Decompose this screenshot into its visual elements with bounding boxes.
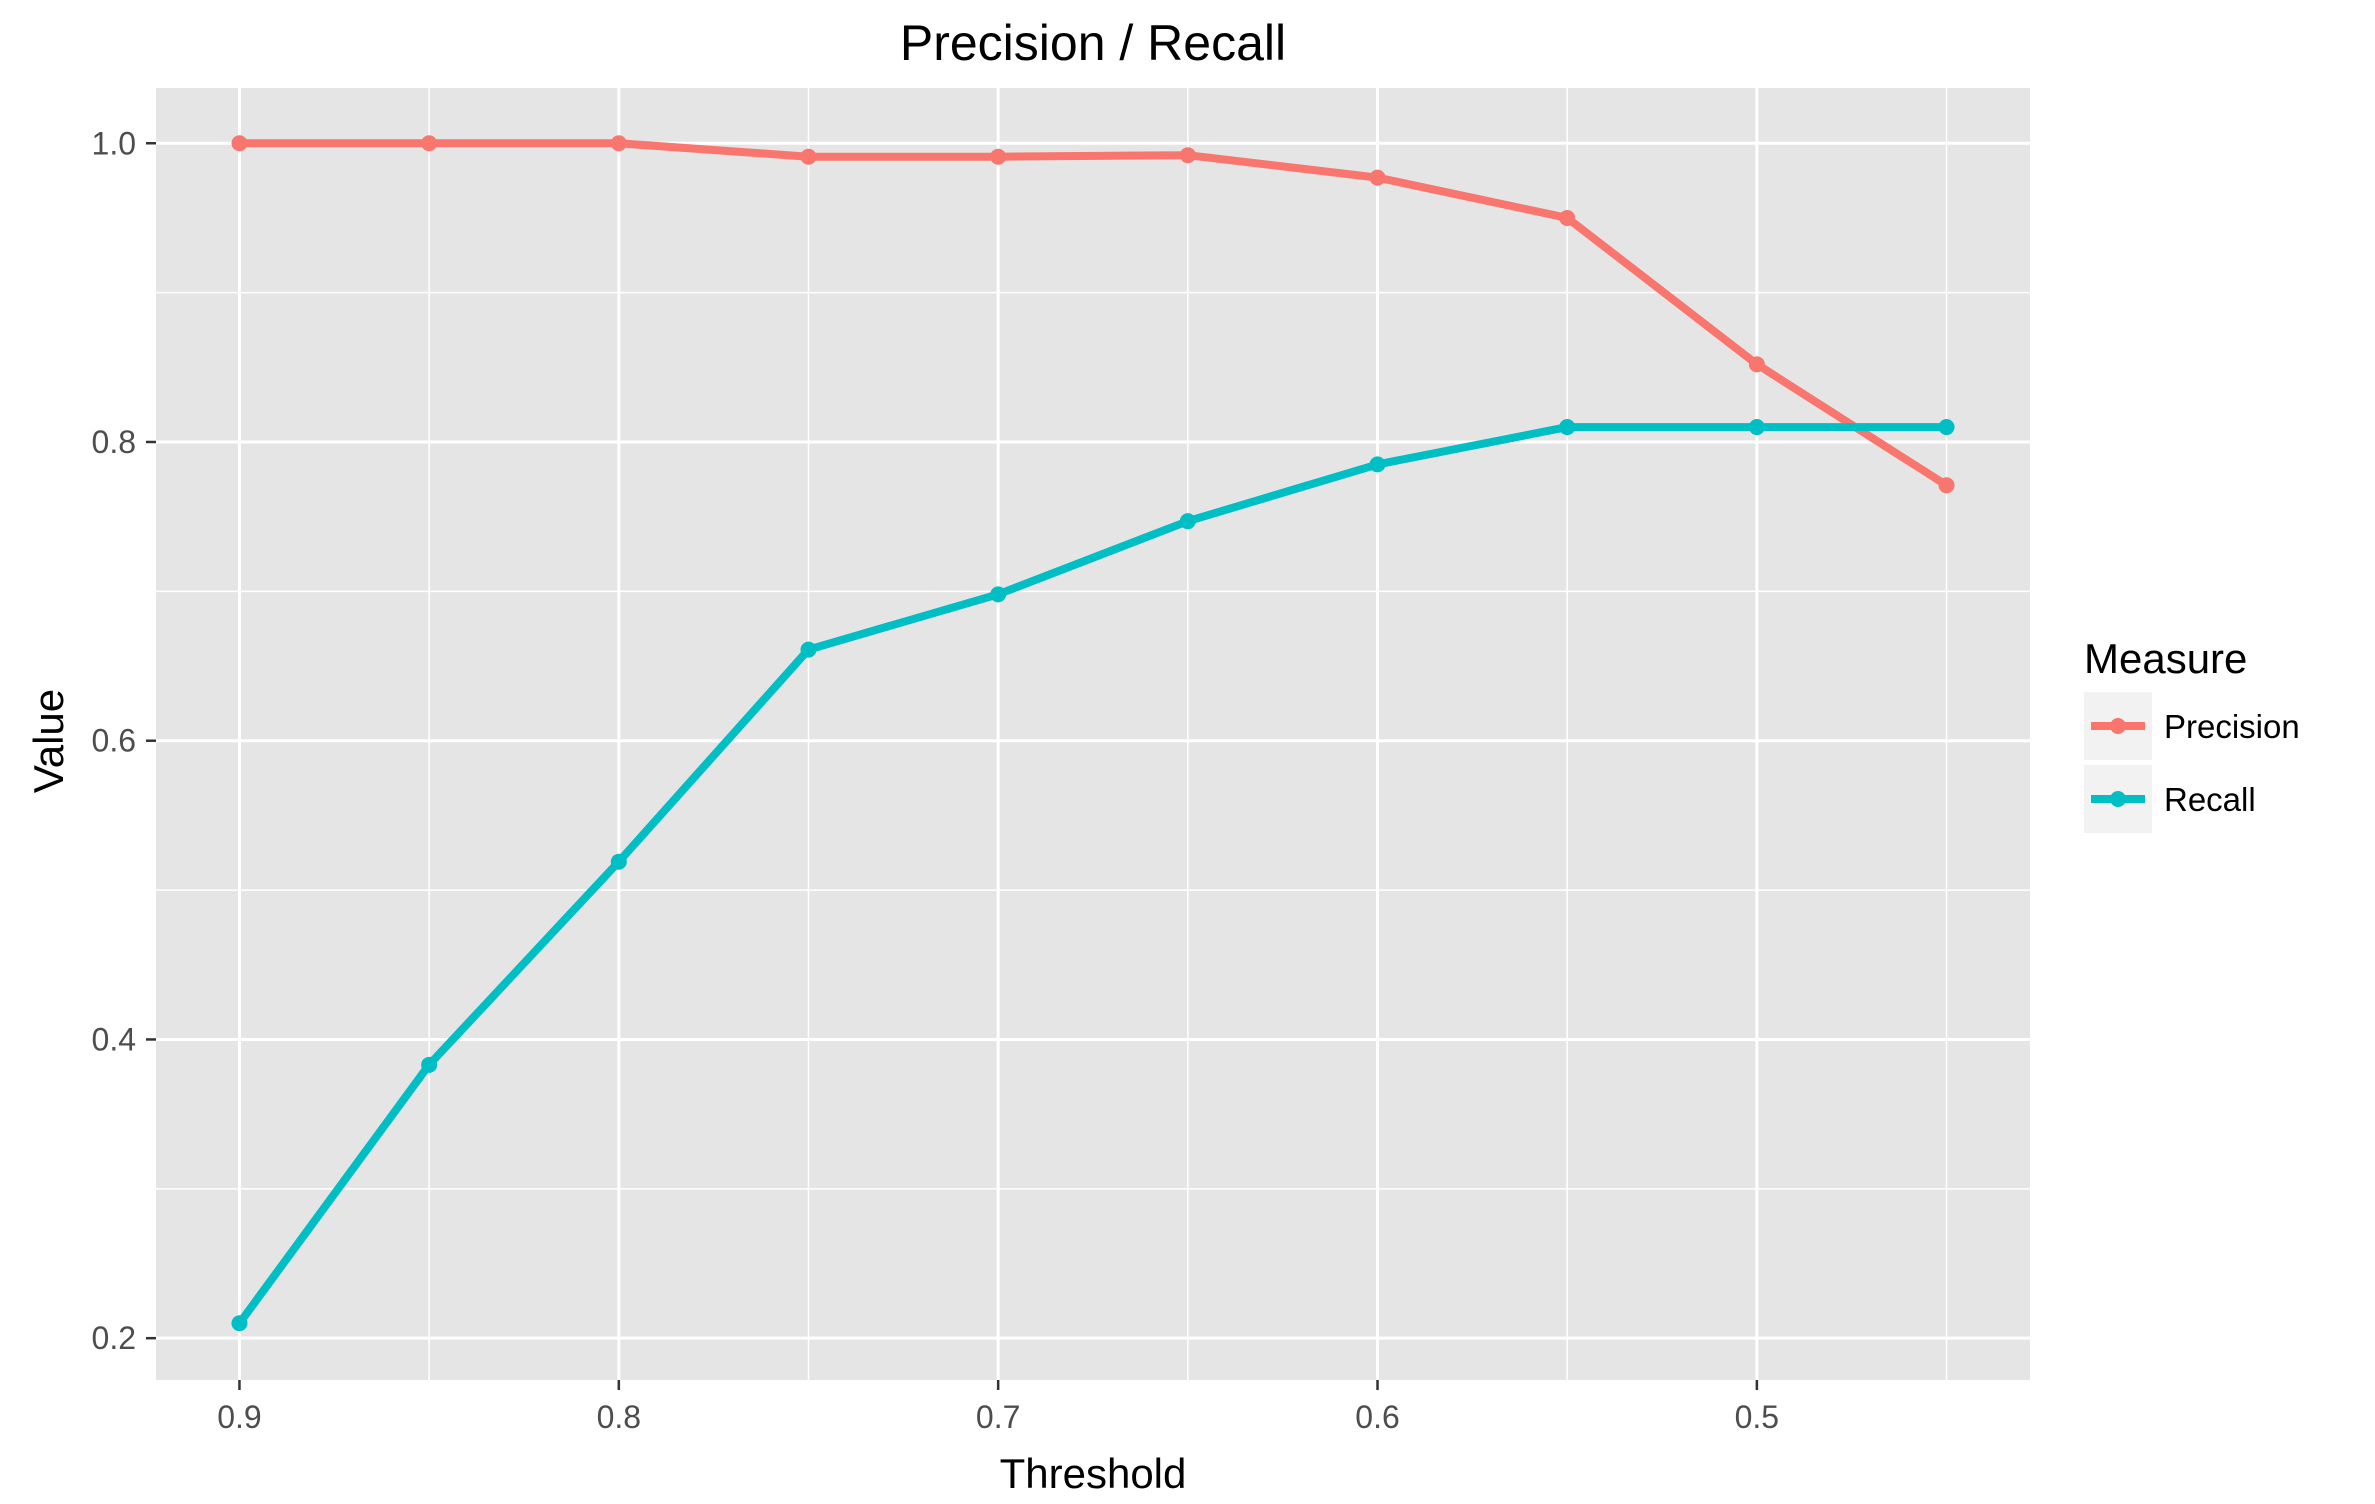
x-axis-title: Threshold [1000, 1450, 1187, 1497]
precision-data-point [990, 148, 1007, 165]
precision-data-point [1179, 147, 1196, 164]
legend: Measure Precision Recall [2084, 635, 2300, 833]
legend-item-precision: Precision [2084, 692, 2300, 760]
legend-point [2110, 718, 2126, 734]
series-lines [235, 139, 1951, 1328]
recall-series-line [235, 423, 1951, 1328]
plot-panel [156, 88, 2030, 1380]
precision-data-point [1369, 169, 1386, 186]
x-tick-label: 0.9 [217, 1399, 261, 1435]
major-gridlines [156, 88, 2030, 1380]
precision-data-point [610, 135, 627, 152]
recall-data-point [231, 1315, 248, 1332]
y-axis: 0.2 0.4 0.6 0.8 1.0 [92, 125, 156, 1356]
series-points [231, 135, 1955, 1332]
legend-title: Measure [2084, 635, 2247, 682]
x-tick-label: 0.5 [1735, 1399, 1779, 1435]
x-tick-label: 0.7 [976, 1399, 1020, 1435]
recall-data-point [610, 853, 627, 870]
recall-data-point [1179, 513, 1196, 530]
x-tick-label: 0.6 [1355, 1399, 1399, 1435]
precision-data-point [1559, 209, 1576, 226]
y-tick-label: 0.8 [92, 424, 136, 460]
legend-point [2110, 791, 2126, 807]
legend-label: Precision [2164, 708, 2300, 745]
y-tick-label: 0.2 [92, 1320, 136, 1356]
precision-data-point [1938, 477, 1955, 494]
legend-item-recall: Recall [2084, 765, 2256, 833]
recall-data-point [421, 1056, 438, 1073]
recall-data-point [800, 641, 817, 658]
y-tick-label: 0.4 [92, 1021, 136, 1057]
recall-data-point [1938, 419, 1955, 436]
recall-data-point [1748, 419, 1765, 436]
recall-data-point [1369, 456, 1386, 473]
y-tick-label: 1.0 [92, 125, 136, 161]
chart-title: Precision / Recall [900, 15, 1286, 71]
x-axis: 0.9 0.8 0.7 0.6 0.5 [217, 1380, 1779, 1435]
precision-data-point [231, 135, 248, 152]
precision-data-point [421, 135, 438, 152]
x-tick-label: 0.8 [597, 1399, 641, 1435]
precision-series-line [235, 139, 1951, 490]
legend-label: Recall [2164, 781, 2256, 818]
y-tick-label: 0.6 [92, 723, 136, 759]
precision-data-point [800, 148, 817, 165]
recall-data-point [990, 586, 1007, 603]
precision-data-point [1748, 356, 1765, 373]
minor-gridlines [156, 88, 2030, 1380]
y-axis-title: Value [25, 689, 72, 793]
recall-data-point [1559, 419, 1576, 436]
